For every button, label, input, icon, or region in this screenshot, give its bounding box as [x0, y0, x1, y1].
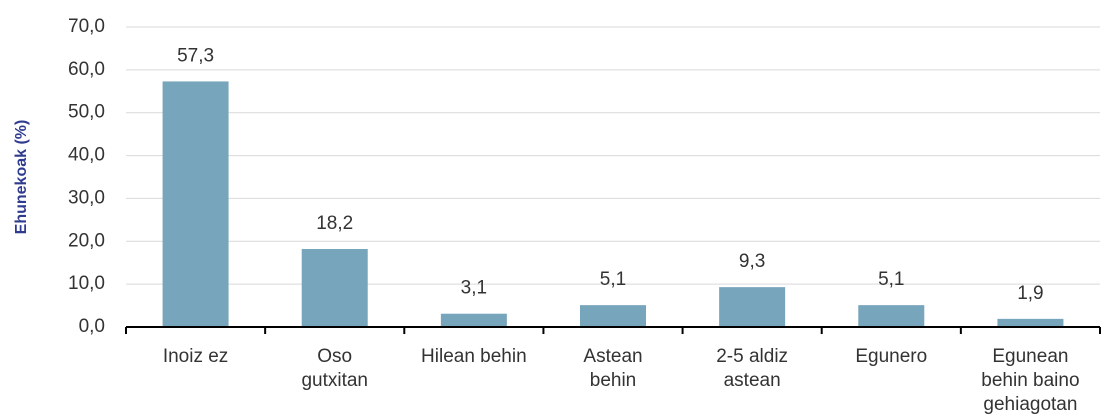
data-label: 5,1: [600, 269, 626, 290]
bar: [997, 318, 1064, 327]
bar: [719, 287, 786, 327]
x-tick-label: Astean behin: [583, 346, 642, 391]
y-tick-label: 60,0: [68, 59, 105, 80]
bar: [440, 313, 507, 327]
bar: [580, 305, 646, 327]
x-tick-label: Hilean behin: [421, 346, 527, 367]
data-label: 3,1: [461, 278, 487, 299]
data-label: 18,2: [316, 213, 353, 234]
y-tick-label: 70,0: [68, 16, 105, 37]
x-tick-label: 2-5 aldiz astean: [716, 346, 788, 391]
data-label: 57,3: [177, 45, 214, 66]
x-tick-label: Egunean behin baino gehiagotan: [981, 346, 1079, 415]
bar: [301, 249, 368, 327]
bar: [858, 305, 925, 327]
data-label: 5,1: [878, 269, 904, 290]
x-tick-label: Oso gutxitan: [301, 346, 368, 391]
y-tick-label: 40,0: [68, 145, 105, 166]
y-tick-label: 10,0: [68, 273, 105, 294]
x-tick-label: Egunero: [855, 346, 927, 367]
data-label: 1,9: [1017, 283, 1043, 304]
x-tick-label: Inoiz ez: [163, 346, 228, 367]
y-tick-label: 50,0: [68, 102, 105, 123]
y-axis-title: Ehunekoak (%): [13, 120, 30, 235]
y-tick-label: 30,0: [68, 187, 105, 208]
y-tick-label: 0,0: [79, 316, 105, 337]
y-tick-label: 20,0: [68, 230, 105, 251]
data-label: 9,3: [739, 251, 765, 272]
bar: [162, 81, 229, 327]
